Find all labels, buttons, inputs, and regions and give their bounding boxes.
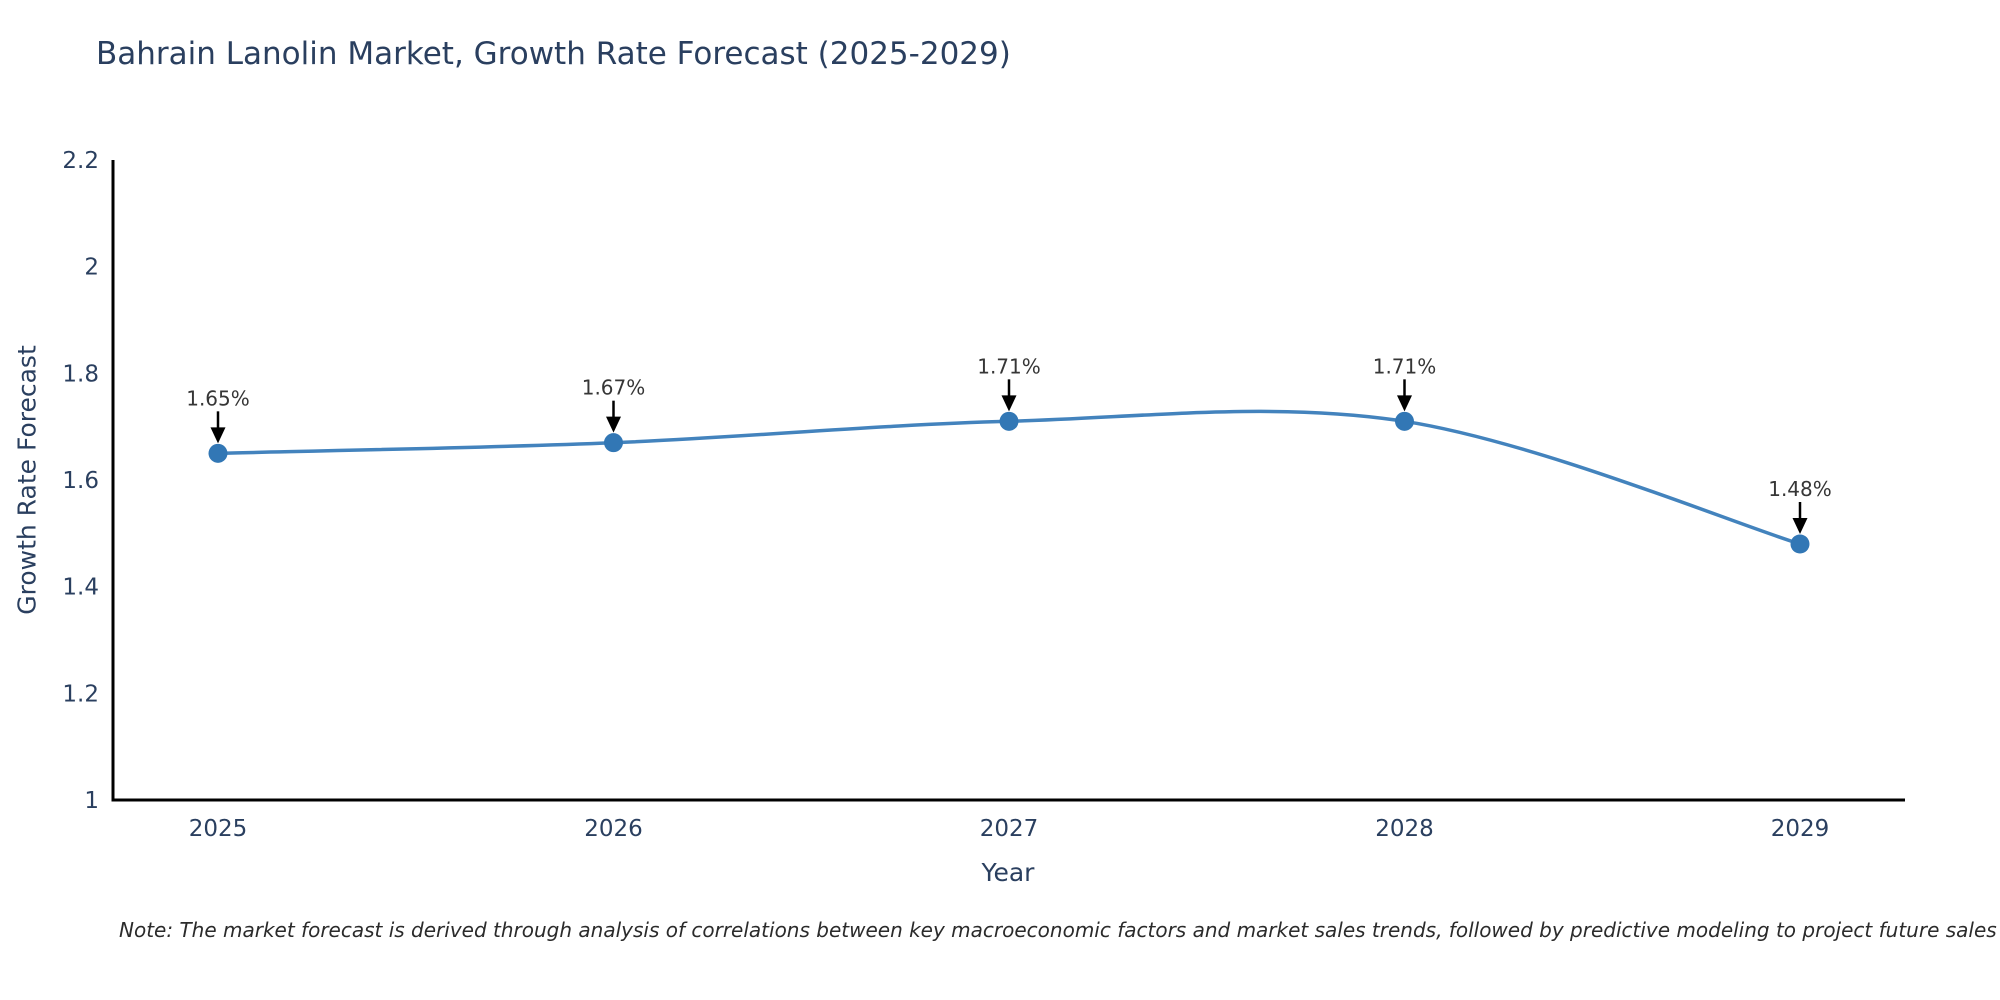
data-point-marker — [604, 433, 623, 453]
forecast-line — [216, 409, 1802, 546]
x-tick-label: 2027 — [980, 816, 1039, 842]
x-tick-label: 2025 — [189, 816, 248, 842]
y-tick-label: 2 — [84, 255, 99, 281]
y-tick-label: 1.4 — [62, 575, 99, 601]
annotation-arrowhead — [1397, 395, 1412, 412]
annotation-arrowhead — [1001, 395, 1017, 412]
data-point-label: 1.71% — [1373, 354, 1437, 378]
data-point-label: 1.71% — [977, 354, 1041, 378]
footnote: Note: The market forecast is derived thr… — [119, 918, 1997, 942]
data-point-marker — [1395, 411, 1414, 431]
annotation-arrowhead — [606, 416, 621, 433]
annotation-arrowhead — [210, 427, 226, 444]
y-tick-label: 1.8 — [62, 361, 99, 387]
x-tick-label: 2028 — [1375, 816, 1434, 842]
data-point-marker — [1790, 534, 1810, 554]
data-point-label: 1.67% — [582, 376, 646, 400]
chart-title: Bahrain Lanolin Market, Growth Rate Fore… — [96, 36, 1011, 72]
data-point-label: 1.48% — [1768, 477, 1832, 501]
y-tick-label: 1.6 — [62, 468, 99, 494]
y-tick-label: 1 — [84, 788, 99, 814]
x-tick-label: 2029 — [1771, 816, 1830, 842]
data-point-marker — [208, 443, 228, 463]
x-tick-label: 2026 — [584, 816, 643, 842]
data-point-label: 1.65% — [186, 386, 250, 410]
y-tick-label: 1.2 — [62, 681, 99, 707]
data-point-marker — [999, 411, 1019, 431]
x-axis-title: Year — [981, 858, 1035, 887]
annotation-arrowhead — [1792, 518, 1808, 534]
y-tick-label: 2.2 — [62, 148, 99, 174]
